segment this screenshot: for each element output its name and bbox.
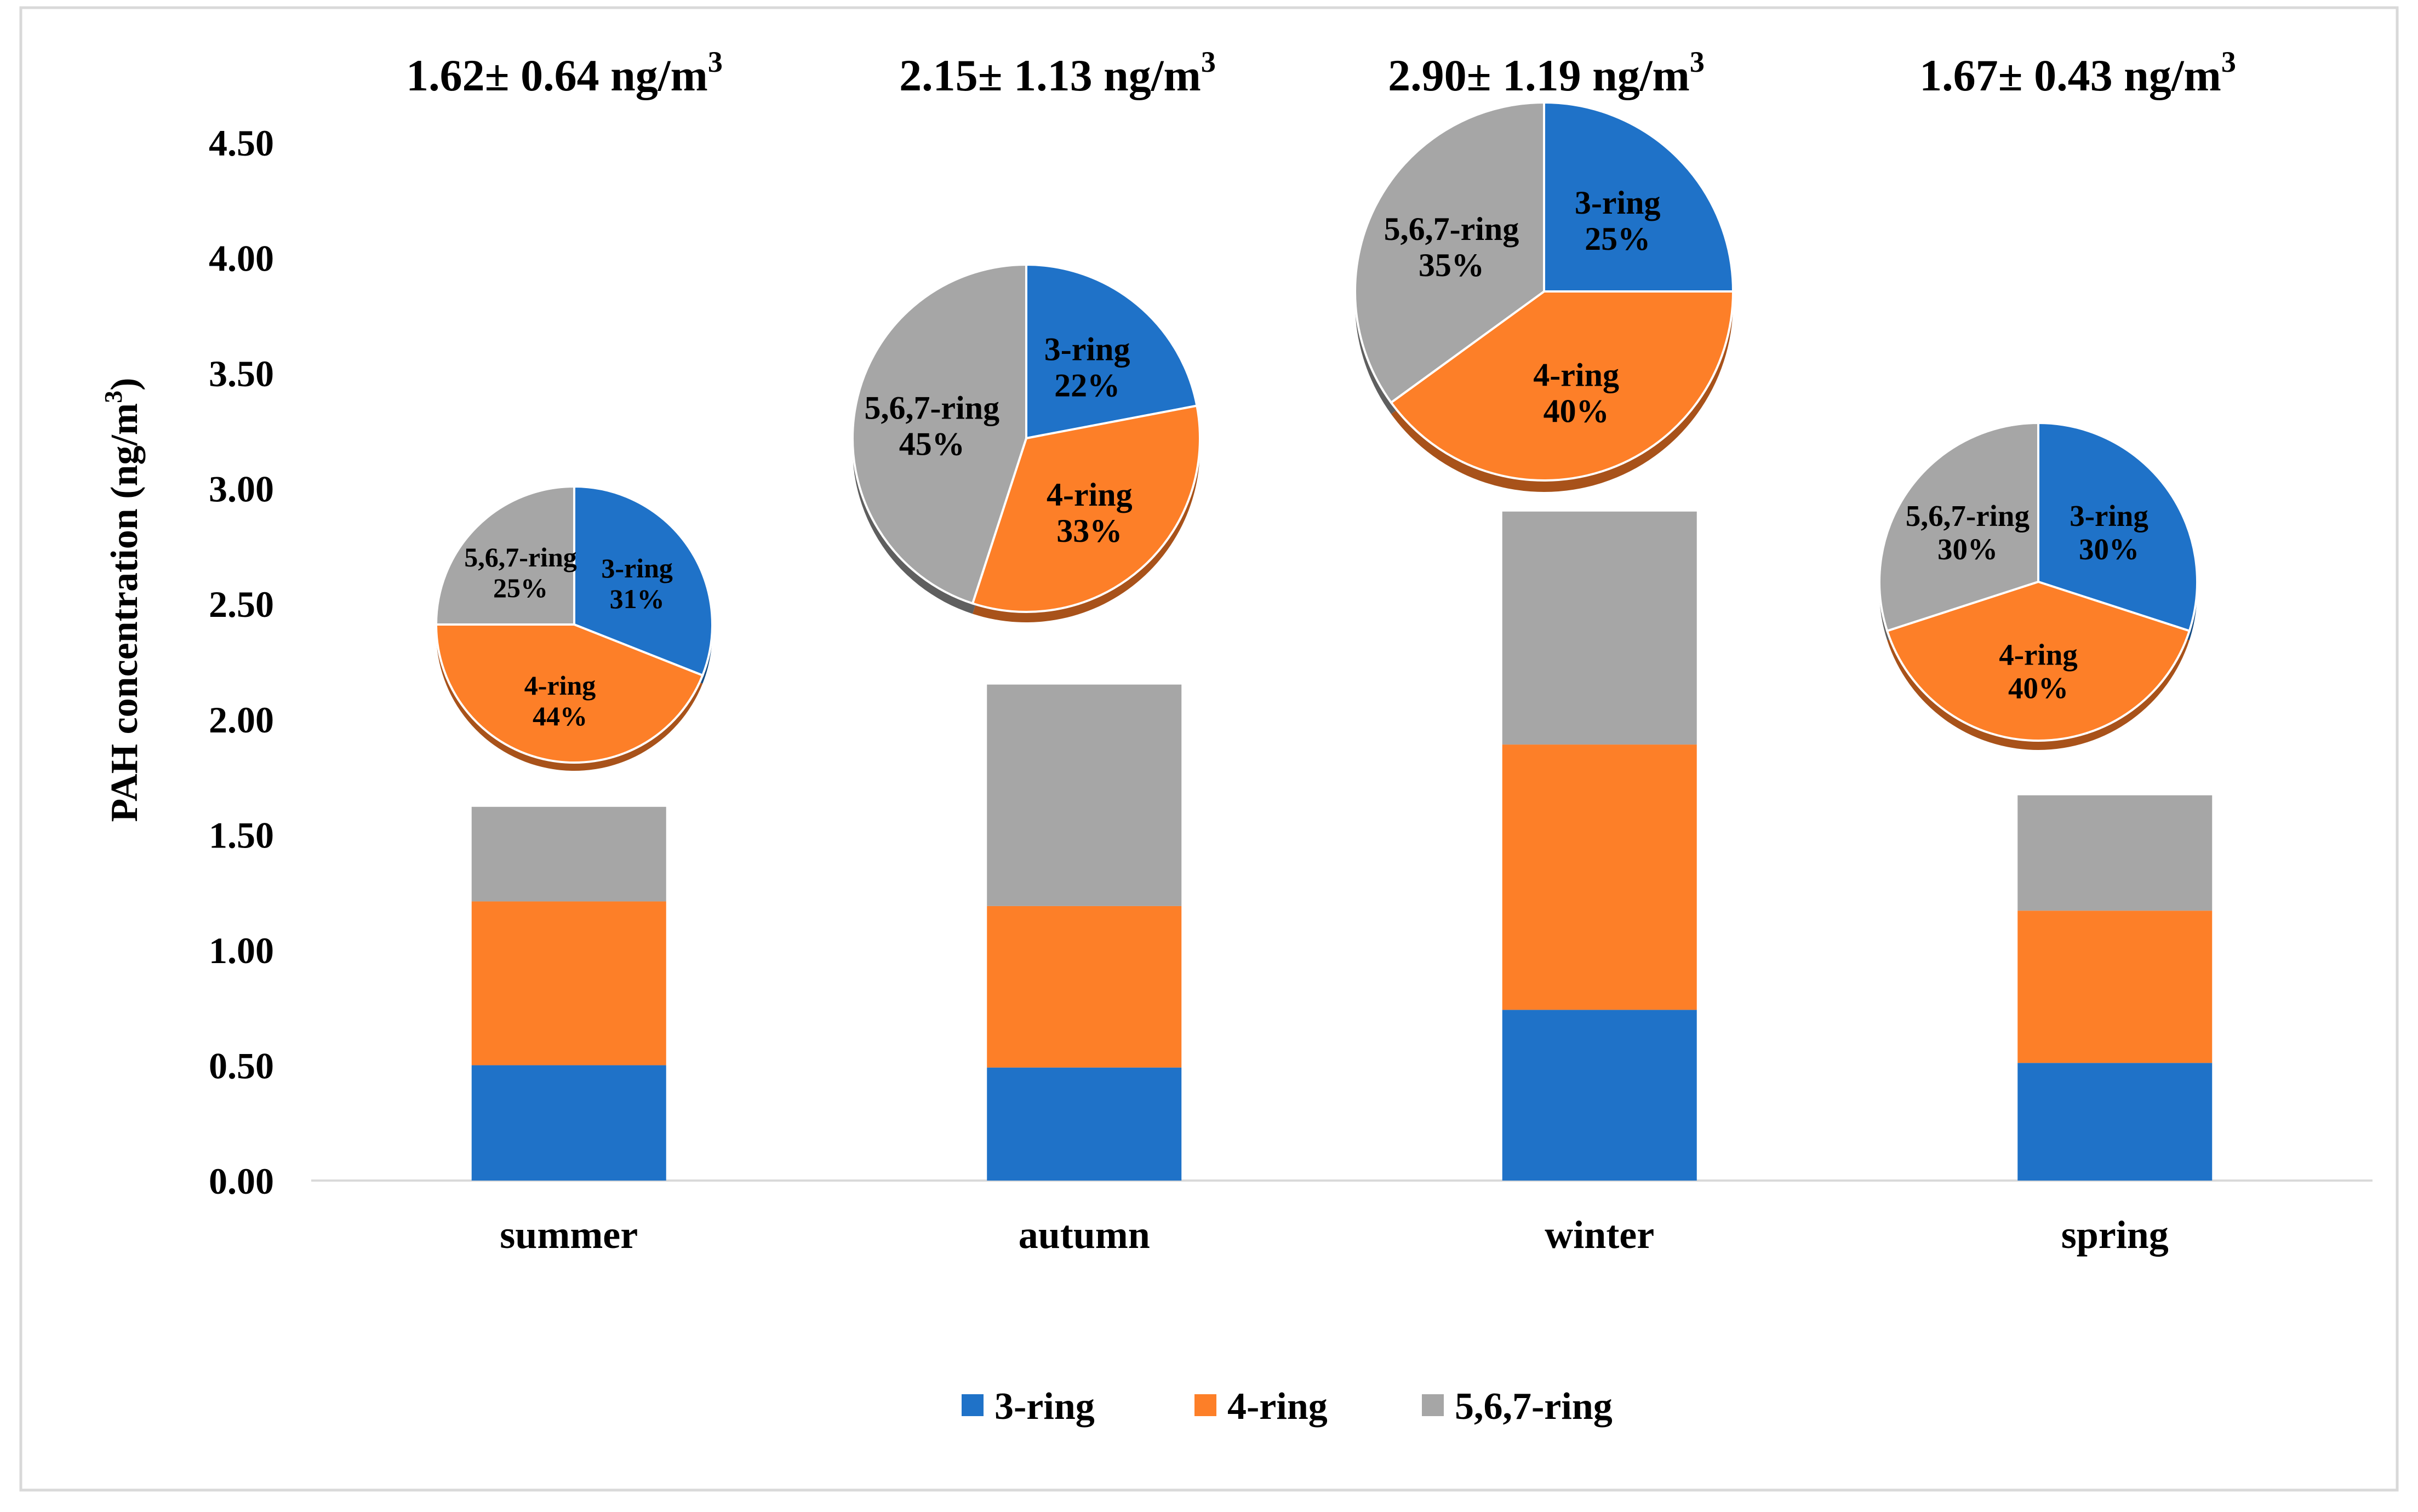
pie-slice-label: 4-ring bbox=[524, 670, 596, 701]
pie-slice-label: 3-ring bbox=[1575, 185, 1661, 221]
pie-slice-percent: 31% bbox=[610, 583, 665, 614]
pie-slice-5-6-7-ring bbox=[1354, 101, 1545, 404]
x-axis-labels: summer autumn winter spring bbox=[500, 1213, 2169, 1257]
pie-slice-label: 4-ring bbox=[1533, 357, 1619, 393]
bar-segment-3-ring bbox=[2017, 1063, 2213, 1181]
pie-slice-percent: 33% bbox=[1056, 513, 1122, 549]
pie-slice-label: 5,6,7-ring bbox=[464, 542, 577, 572]
pie-slice-label: 3-ring bbox=[1044, 331, 1130, 368]
pie-slice-label: 3-ring bbox=[601, 553, 673, 583]
pie-slice-4-ring bbox=[1390, 290, 1735, 482]
pie-slice-percent: 40% bbox=[1544, 393, 1609, 429]
legend-label: 5,6,7-ring bbox=[1455, 1385, 1613, 1428]
pie-slice-label: 5,6,7-ring bbox=[864, 390, 999, 426]
pie-slice-label: 5,6,7-ring bbox=[1906, 499, 2030, 532]
pie-slice-3-ring bbox=[1025, 263, 1198, 440]
season-total-label: 2.90± 1.19 ng/m3 bbox=[1388, 45, 1705, 100]
pie-slice-5-6-7-ring bbox=[1878, 421, 2039, 633]
legend: 3-ring 4-ring 5,6,7-ring bbox=[962, 1385, 1613, 1428]
bar-segment-3-ring bbox=[987, 1067, 1182, 1181]
x-tick-label: spring bbox=[2061, 1213, 2169, 1257]
y-tick-label: 2.50 bbox=[209, 583, 274, 625]
pie-slice-3-ring bbox=[1543, 101, 1735, 293]
chart-border bbox=[19, 6, 2399, 1492]
pie-slice-4-ring bbox=[1885, 580, 2191, 742]
bar-segment-5-6-7-ring bbox=[2017, 795, 2213, 911]
pie-slice-3-ring bbox=[573, 485, 713, 677]
bar-segment-4-ring bbox=[2017, 910, 2213, 1063]
pie-slice-label: 4-ring bbox=[1047, 477, 1133, 513]
x-tick-label: winter bbox=[1545, 1213, 1654, 1257]
bar-segment-4-ring bbox=[471, 901, 666, 1066]
y-tick-label: 1.50 bbox=[209, 814, 274, 856]
pie-slice-3-ring bbox=[2037, 421, 2198, 633]
pie-slice-5-6-7-ring bbox=[851, 263, 1027, 605]
pie-slice-percent: 22% bbox=[1054, 368, 1120, 404]
pie-slice-percent: 45% bbox=[899, 426, 965, 462]
bar-segment-4-ring bbox=[1502, 744, 1697, 1010]
bar-segment-4-ring bbox=[987, 906, 1182, 1068]
y-tick-label: 3.00 bbox=[209, 468, 274, 510]
y-tick-label: 0.50 bbox=[209, 1045, 274, 1086]
y-tick-label: 2.00 bbox=[209, 699, 274, 741]
x-tick-label: summer bbox=[500, 1213, 638, 1257]
season-totals: 1.62± 0.64 ng/m3 2.15± 1.13 ng/m3 2.90± 1.… bbox=[406, 45, 2236, 100]
stacked-bars bbox=[471, 511, 2213, 1181]
y-tick-label: 0.00 bbox=[209, 1160, 274, 1202]
bar-segment-5-6-7-ring bbox=[987, 684, 1182, 906]
y-axis-ticks: 0.00 0.50 1.00 1.50 2.00 2.50 3.00 3.50 4.00 4.50 bbox=[209, 122, 274, 1202]
bar-segment-3-ring bbox=[1502, 1010, 1697, 1181]
pie-slice-percent: 25% bbox=[493, 572, 548, 603]
pie-slice-label: 5,6,7-ring bbox=[1384, 211, 1519, 247]
y-tick-label: 1.00 bbox=[209, 930, 274, 971]
y-tick-label: 4.00 bbox=[209, 238, 274, 279]
pie-slice-percent: 44% bbox=[533, 701, 587, 731]
y-tick-label: 3.50 bbox=[209, 353, 274, 394]
pie-slice-label: 4-ring bbox=[1999, 638, 2078, 672]
y-tick-label: 4.50 bbox=[209, 122, 274, 164]
bar-segment-5-6-7-ring bbox=[471, 806, 666, 902]
pie-slice-percent: 30% bbox=[2079, 532, 2139, 566]
pie-slice-percent: 30% bbox=[1937, 532, 1998, 566]
bar-segment-3-ring bbox=[471, 1065, 666, 1181]
composition-pies: 3-ring31%4-ring44%5,6,7-ring25%3-ring22%… bbox=[435, 101, 2198, 771]
x-tick-label: autumn bbox=[1019, 1213, 1150, 1257]
pie-slice-5-6-7-ring bbox=[435, 485, 575, 626]
pie-slice-4-ring bbox=[971, 404, 1202, 613]
season-total-label: 1.62± 0.64 ng/m3 bbox=[406, 45, 723, 100]
pie-slice-percent: 35% bbox=[1419, 247, 1484, 283]
legend-label: 3-ring bbox=[994, 1385, 1095, 1428]
pie-slice-percent: 25% bbox=[1585, 221, 1650, 257]
season-total-label: 2.15± 1.13 ng/m3 bbox=[899, 45, 1216, 100]
legend-swatch bbox=[962, 1394, 984, 1416]
legend-swatch bbox=[1422, 1394, 1444, 1416]
pie-slice-4-ring bbox=[435, 623, 704, 764]
pie-slice-label: 3-ring bbox=[2070, 499, 2148, 532]
season-total-label: 1.67± 0.43 ng/m3 bbox=[1919, 45, 2236, 100]
legend-swatch bbox=[1194, 1394, 1216, 1416]
bar-segment-5-6-7-ring bbox=[1502, 511, 1697, 745]
legend-label: 4-ring bbox=[1227, 1385, 1328, 1428]
pie-slice-percent: 40% bbox=[2008, 672, 2068, 705]
y-axis-title: PAH concentration (ng/m3) bbox=[99, 377, 146, 822]
